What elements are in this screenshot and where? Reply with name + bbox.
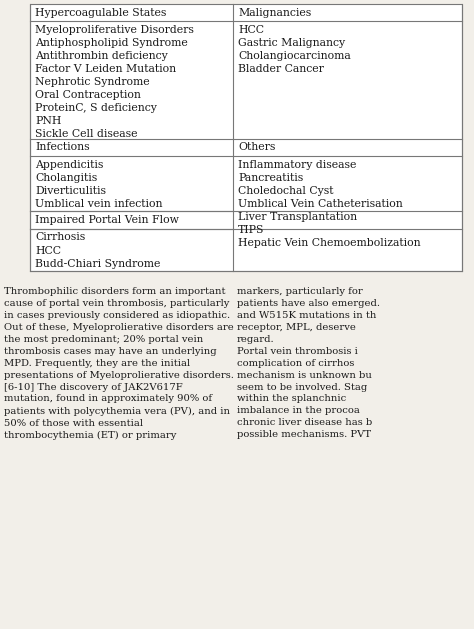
Text: markers, particularly for
patients have also emerged.
and W515K mutations in th
: markers, particularly for patients have … xyxy=(237,287,380,439)
Text: Thrombophilic disorders form an important
cause of portal vein thrombosis, parti: Thrombophilic disorders form an importan… xyxy=(4,287,234,440)
Text: Infections: Infections xyxy=(35,143,90,152)
Text: Others: Others xyxy=(238,143,275,152)
Bar xyxy=(30,4,462,271)
Text: Malignancies: Malignancies xyxy=(238,8,311,18)
Text: Impaired Portal Vein Flow: Impaired Portal Vein Flow xyxy=(35,215,179,225)
Text: Inflammatory disease
Pancreatitis
Choledochal Cyst
Umblical Vein Catheterisation: Inflammatory disease Pancreatitis Choled… xyxy=(238,160,420,248)
Text: Appendicitis
Cholangitis
Diverticulitis
Umblical vein infection: Appendicitis Cholangitis Diverticulitis … xyxy=(35,160,163,209)
Text: Hypercoagulable States: Hypercoagulable States xyxy=(35,8,166,18)
Text: Myeloproliferative Disorders
Antiphospholipid Syndrome
Antithrombin deficiency
F: Myeloproliferative Disorders Antiphospho… xyxy=(35,25,194,139)
Text: HCC
Gastric Malignancy
Cholangiocarcinoma
Bladder Cancer: HCC Gastric Malignancy Cholangiocarcinom… xyxy=(238,25,351,74)
Text: Cirrhosis
HCC
Budd-Chiari Syndrome: Cirrhosis HCC Budd-Chiari Syndrome xyxy=(35,233,160,269)
